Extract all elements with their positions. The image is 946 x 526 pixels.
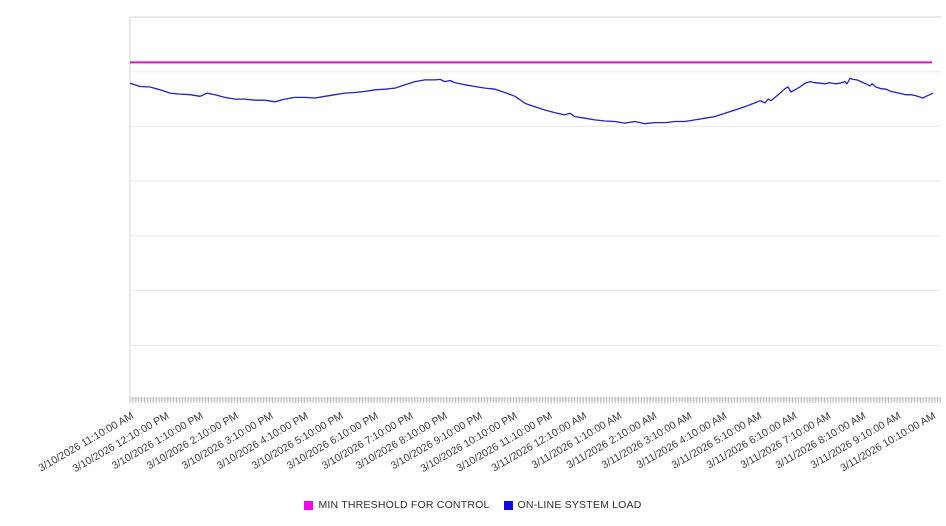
threshold-series-swatch-icon [304, 500, 314, 510]
online-system-load-line [129, 77, 934, 125]
load-series-swatch-icon [503, 500, 513, 510]
chart-legend: MIN THRESHOLD FOR CONTROL ON-LINE SYSTEM… [0, 496, 946, 514]
legend-label-min-threshold: MIN THRESHOLD FOR CONTROL [318, 499, 490, 511]
legend-item-online-system-load[interactable]: ON-LINE SYSTEM LOAD [503, 499, 642, 511]
legend-label-online-system-load: ON-LINE SYSTEM LOAD [517, 499, 642, 511]
legend-item-min-threshold[interactable]: MIN THRESHOLD FOR CONTROL [304, 499, 489, 511]
